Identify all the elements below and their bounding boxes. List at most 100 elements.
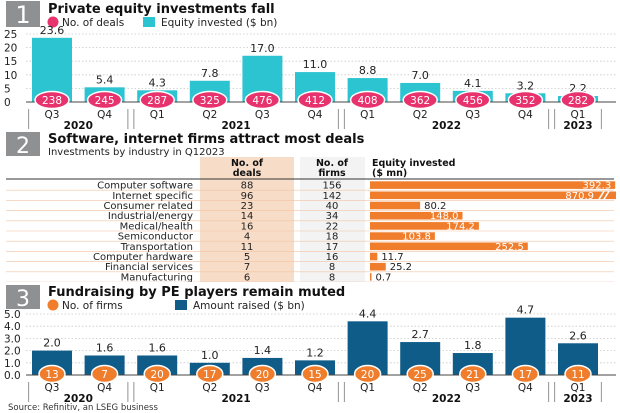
circle-value-label: 20 bbox=[256, 369, 269, 381]
equity-bar bbox=[370, 242, 528, 251]
legend-label-deals: No. of deals bbox=[62, 17, 124, 29]
circle-marker bbox=[349, 90, 386, 110]
circle-value-label: 15 bbox=[308, 369, 321, 381]
equity-value-label: 11.7 bbox=[381, 252, 403, 263]
circle-marker bbox=[192, 90, 228, 110]
bar-value-label: 8.8 bbox=[359, 64, 377, 77]
x-tick-year: 2023 bbox=[563, 393, 592, 405]
circle-value-label: 245 bbox=[95, 95, 115, 107]
bar-value-label: 5.4 bbox=[96, 73, 114, 86]
firms-cell: 156 bbox=[322, 181, 341, 192]
circle-value-label: 282 bbox=[568, 95, 588, 107]
deals-cell: 96 bbox=[241, 191, 254, 202]
equity-bar bbox=[370, 222, 479, 230]
equity-value-label: 148.0 bbox=[430, 211, 459, 222]
y-tick-label: 4.0 bbox=[4, 321, 21, 333]
circle-value-label: 11 bbox=[571, 369, 584, 381]
legend-label-firms: No. of firms bbox=[62, 300, 123, 312]
x-tick-quarter: Q1 bbox=[360, 382, 375, 394]
circle-marker bbox=[248, 364, 277, 384]
industry-label: Industrial/energy bbox=[108, 211, 193, 222]
x-tick-quarter: Q1 bbox=[571, 382, 586, 394]
industry-label: Semiconductor bbox=[118, 232, 194, 243]
x-tick-quarter: Q4 bbox=[518, 109, 533, 121]
x-tick-year: 2022 bbox=[432, 120, 461, 132]
y-tick-label: 20 bbox=[4, 43, 17, 55]
industry-label: Medical/health bbox=[120, 221, 193, 232]
bar-value-label: 1.6 bbox=[148, 341, 166, 354]
col-header-firms-1: No. of bbox=[316, 158, 349, 169]
equity-value-label: 0.7 bbox=[376, 272, 392, 282]
panel-number: 3 bbox=[16, 287, 30, 312]
panel-3-chart: 3 Fundraising by PE players remain muted… bbox=[4, 285, 616, 413]
x-tick-quarter: Q2 bbox=[413, 109, 428, 121]
firms-cell: 18 bbox=[326, 232, 339, 243]
y-tick-label: 2.0 bbox=[4, 346, 21, 358]
x-tick-quarter: Q4 bbox=[97, 109, 112, 121]
y-tick-label: 5.0 bbox=[4, 309, 21, 321]
industry-label: Computer software bbox=[97, 181, 193, 192]
equity-value-label: 80.2 bbox=[424, 201, 446, 212]
legend-label-equity: Equity invested ($ bn) bbox=[161, 17, 277, 29]
x-tick-quarter: Q4 bbox=[308, 109, 323, 121]
deals-cell: 11 bbox=[241, 242, 254, 253]
circle-marker bbox=[406, 364, 434, 384]
circle-value-label: 17 bbox=[519, 369, 532, 381]
bar-value-label: 23.6 bbox=[40, 24, 65, 37]
equity-bar bbox=[370, 181, 616, 189]
x-tick-year: 2023 bbox=[563, 120, 592, 132]
circle-marker bbox=[402, 90, 438, 110]
circle-marker bbox=[560, 90, 596, 110]
circle-marker bbox=[139, 90, 175, 110]
x-tick-quarter: Q4 bbox=[308, 382, 323, 394]
bar-value-label: 7.8 bbox=[201, 67, 219, 80]
circle-marker bbox=[34, 90, 70, 110]
y-tick-label: 25 bbox=[4, 29, 17, 41]
bar-value-label: 2.6 bbox=[569, 329, 587, 342]
axis-break-mark bbox=[598, 190, 605, 200]
circle-value-label: 17 bbox=[203, 369, 216, 381]
bar-value-label: 1.2 bbox=[306, 346, 324, 359]
circle-marker bbox=[511, 364, 540, 384]
panel-number-badge bbox=[6, 285, 40, 309]
chart-title: Private equity investments fall bbox=[48, 2, 275, 17]
bar-value-label: 1.4 bbox=[254, 344, 272, 357]
bar-value-label: 4.7 bbox=[517, 304, 535, 317]
x-tick-quarter: Q2 bbox=[413, 382, 428, 394]
x-tick-year: 2020 bbox=[64, 120, 93, 132]
firms-cell: 22 bbox=[326, 221, 339, 232]
equity-bar bbox=[370, 191, 616, 200]
bar-value-label: 11.0 bbox=[303, 58, 328, 71]
x-tick-year: 2021 bbox=[221, 120, 250, 132]
circle-value-label: 25 bbox=[414, 369, 427, 381]
source-note: Source: Refinitiv, an LSEG business bbox=[8, 403, 158, 413]
x-tick-quarter: Q2 bbox=[202, 109, 217, 121]
circle-value-label: 456 bbox=[463, 95, 483, 107]
equity-value-label: 870.9 bbox=[565, 191, 594, 202]
firms-cell: 142 bbox=[322, 191, 341, 202]
circle-marker bbox=[297, 90, 333, 110]
bar-value-label: 2.0 bbox=[43, 337, 61, 350]
bar-value-label: 4.4 bbox=[359, 307, 377, 320]
equity-bar bbox=[370, 262, 386, 271]
firms-cell: 34 bbox=[326, 211, 339, 222]
deals-cell: 5 bbox=[244, 252, 250, 263]
bar-value-label: 2.7 bbox=[411, 328, 429, 341]
table-subtitle: Investments by industry in Q12023 bbox=[48, 147, 225, 158]
firms-cell: 8 bbox=[329, 262, 335, 273]
circle-marker bbox=[455, 90, 491, 110]
panel-number: 2 bbox=[16, 134, 30, 159]
circle-marker bbox=[244, 90, 281, 110]
x-tick-quarter: Q4 bbox=[97, 382, 112, 394]
legend-swatch-firms bbox=[47, 299, 59, 311]
industry-label: Financial services bbox=[105, 262, 193, 273]
industry-label: Computer hardware bbox=[93, 252, 193, 263]
circle-value-label: 287 bbox=[147, 95, 167, 107]
deals-cell: 14 bbox=[241, 211, 254, 222]
circle-marker bbox=[90, 364, 119, 384]
industry-label: Manufacturing bbox=[121, 272, 193, 282]
circle-value-label: 412 bbox=[305, 95, 325, 107]
circle-value-label: 20 bbox=[361, 369, 374, 381]
col-header-firms-2: firms bbox=[318, 168, 346, 179]
